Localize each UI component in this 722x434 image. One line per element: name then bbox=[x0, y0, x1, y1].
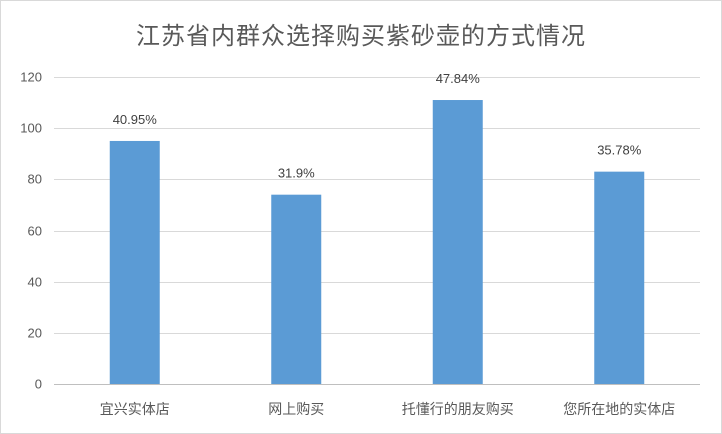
x-tick-label: 网上购买 bbox=[268, 402, 324, 418]
y-tick-label: 100 bbox=[20, 121, 42, 136]
x-tick-label: 您所在地的实体店 bbox=[563, 401, 675, 418]
data-label: 35.78% bbox=[597, 143, 642, 158]
y-tick-label: 60 bbox=[28, 224, 42, 239]
bar bbox=[432, 100, 483, 385]
y-tick-label: 0 bbox=[35, 377, 42, 392]
y-tick-label: 20 bbox=[28, 326, 42, 341]
data-labels: 40.95% 31.9% 47.84% 35.78% bbox=[113, 71, 642, 181]
data-label: 31.9% bbox=[278, 166, 315, 181]
x-axis: 宜兴实体店 网上购买 托懂行的朋友购买 您所在地的实体店 bbox=[100, 401, 676, 418]
bar bbox=[271, 194, 322, 384]
data-label: 47.84% bbox=[436, 71, 481, 86]
y-tick-label: 40 bbox=[28, 275, 42, 290]
bars bbox=[109, 100, 645, 385]
bar bbox=[594, 171, 645, 384]
y-tick-label: 80 bbox=[28, 172, 42, 187]
gridlines bbox=[54, 77, 700, 385]
y-axis: 0 20 40 60 80 100 120 bbox=[20, 70, 42, 392]
y-tick-label: 120 bbox=[20, 70, 42, 85]
x-tick-label: 托懂行的朋友购买 bbox=[402, 402, 514, 418]
chart-title: 江苏省内群众选择购买紫砂壶的方式情况 bbox=[136, 22, 586, 50]
x-tick-label: 宜兴实体店 bbox=[100, 402, 170, 418]
data-label: 40.95% bbox=[113, 112, 158, 127]
bar bbox=[109, 140, 160, 384]
